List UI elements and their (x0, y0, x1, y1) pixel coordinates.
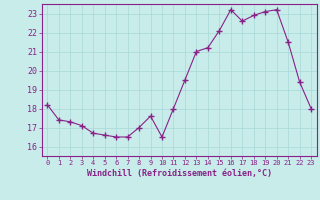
X-axis label: Windchill (Refroidissement éolien,°C): Windchill (Refroidissement éolien,°C) (87, 169, 272, 178)
